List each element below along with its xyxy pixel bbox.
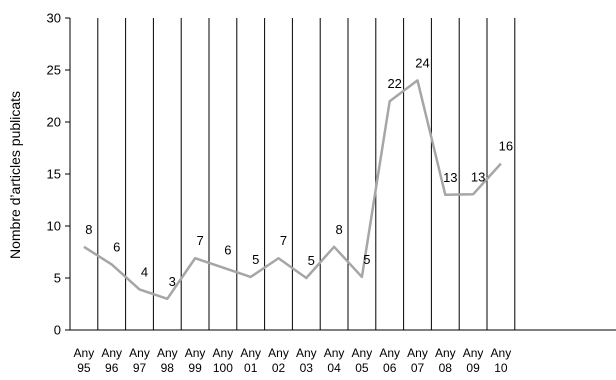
axes [69, 18, 616, 331]
x-tick-label: Any 10 [491, 346, 512, 375]
data-label: 6 [113, 239, 120, 254]
y-tick-label: 25 [47, 63, 61, 78]
data-label: 16 [499, 139, 513, 154]
x-tick-label: Any 100 [213, 346, 234, 375]
y-tick-label: 10 [47, 219, 61, 234]
y-axis-ticks: 0 5 10 15 20 25 30 [47, 11, 70, 338]
vertical-gridlines [97, 18, 516, 330]
data-label: 4 [141, 264, 148, 279]
x-tick-label: Any 04 [324, 346, 345, 375]
x-tick-label: Any 06 [379, 346, 400, 375]
data-label: 22 [387, 76, 401, 91]
x-tick-label: Any 08 [435, 346, 456, 375]
y-tick-label: 20 [47, 115, 61, 130]
data-label: 8 [85, 222, 92, 237]
x-tick-label: Any 96 [101, 346, 122, 375]
data-label: 5 [363, 252, 370, 267]
y-tick-label: 30 [47, 11, 61, 26]
data-label: 7 [280, 233, 287, 248]
data-labels: 8 6 4 3 7 6 5 7 5 8 5 22 24 13 13 16 [85, 55, 513, 288]
x-tick-label: Any 05 [352, 346, 373, 375]
x-tick-label: Any 95 [74, 346, 95, 375]
y-tick-label: 5 [54, 271, 61, 286]
x-tick-label: Any 09 [463, 346, 484, 375]
data-label: 7 [196, 233, 203, 248]
x-tick-label: Any 03 [296, 346, 317, 375]
x-tick-label: Any 07 [407, 346, 428, 375]
data-label: 5 [252, 252, 259, 267]
series-line [83, 79, 502, 301]
x-tick-label: Any 99 [185, 346, 206, 375]
data-label: 13 [471, 169, 485, 184]
x-axis-labels: Any 95 Any 96 Any 97 Any 98 Any 99 Any 100 Any 01 Any 0… [74, 346, 512, 375]
y-tick-label: 15 [47, 167, 61, 182]
x-tick-label: Any 01 [240, 346, 261, 375]
data-label: 3 [169, 274, 176, 289]
x-tick-label: Any 02 [268, 346, 289, 375]
data-label: 8 [335, 222, 342, 237]
x-tick-label: Any 98 [157, 346, 178, 375]
x-tick-label: Any 97 [129, 346, 150, 375]
y-axis-title: Nombre d’articles publicats [7, 91, 23, 259]
data-label: 13 [443, 170, 457, 185]
data-label: 5 [308, 253, 315, 268]
series-group [83, 79, 502, 301]
data-label: 24 [415, 55, 429, 70]
data-label: 6 [224, 243, 231, 258]
y-tick-label: 0 [54, 323, 61, 338]
